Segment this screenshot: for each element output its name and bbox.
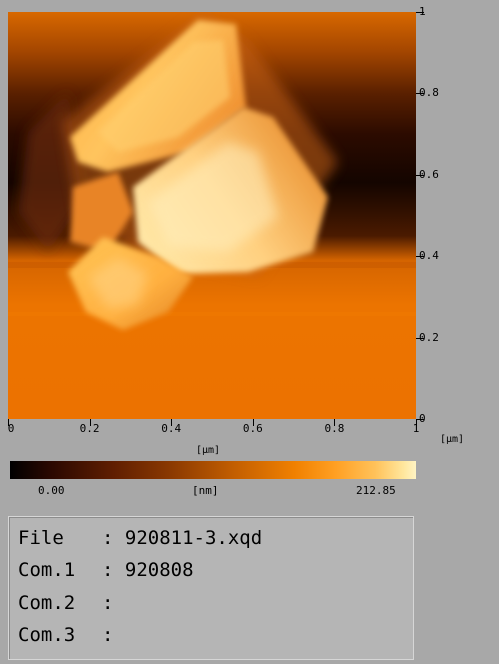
y-tick-mark [416,174,424,176]
info-value: : [102,624,114,646]
y-tick-label: 0 [419,412,426,425]
crystal-middle-left [70,172,133,252]
x-tick-mark [89,419,91,426]
info-key: Com.2 [18,592,76,614]
y-tick-mark [416,12,424,13]
info-value: : 920811-3.xqd [102,527,263,549]
y-tick-mark [416,419,424,420]
info-key: File [18,527,64,549]
y-tick-label: 0.2 [419,330,439,344]
x-tick-label: 0.4 [161,422,182,435]
info-key: Com.1 [18,559,76,581]
info-row-com2: Com.2: [18,592,113,614]
info-row-file: File : 920811-3.xqd [18,527,262,549]
x-tick-label: 0 [7,422,15,435]
afm-topography-image [8,12,416,419]
y-tick-label: 0.6 [419,167,439,181]
info-value: : 920808 [102,559,194,581]
x-tick-mark [416,419,417,426]
info-row-com1: Com.1 : 920808 [18,559,194,581]
x-tick-mark [334,419,336,426]
x-tick-label: 0.6 [242,422,263,435]
height-colorbar [10,461,416,479]
file-info-box: File : 920811-3.xqd Com.1 : 920808 Com.2 : … [8,516,414,660]
x-tick-mark [252,419,254,426]
x-tick-mark [8,419,9,426]
info-key: Com.3 [18,624,76,646]
x-tick-mark [171,419,173,426]
y-tick-mark [416,337,424,339]
x-tick-label: 0.2 [79,422,100,435]
y-tick-label: 0.4 [419,249,439,263]
crystal-lower-highlight [88,257,148,310]
colorbar-max-label: 212.85 [356,484,396,497]
y-axis-unit: [μm] [440,434,465,445]
info-row-com3: Com.3: [18,624,113,646]
colorbar-unit-label: [nm] [192,484,219,497]
crystal-upper-highlight [98,40,230,152]
y-tick-label: 1 [419,5,426,18]
y-tick-mark [416,93,424,95]
colorbar-min-label: 0.00 [38,484,65,497]
y-tick-mark [416,256,424,258]
y-tick-label: 0.8 [419,86,439,100]
info-value: : [102,592,114,614]
x-tick-label: 0.8 [324,422,345,435]
crystal-main-highlight [148,142,278,252]
x-tick-label: 1 [412,422,420,435]
scan-line-band-lower [8,312,416,316]
x-axis-unit: [μm] [196,445,221,456]
